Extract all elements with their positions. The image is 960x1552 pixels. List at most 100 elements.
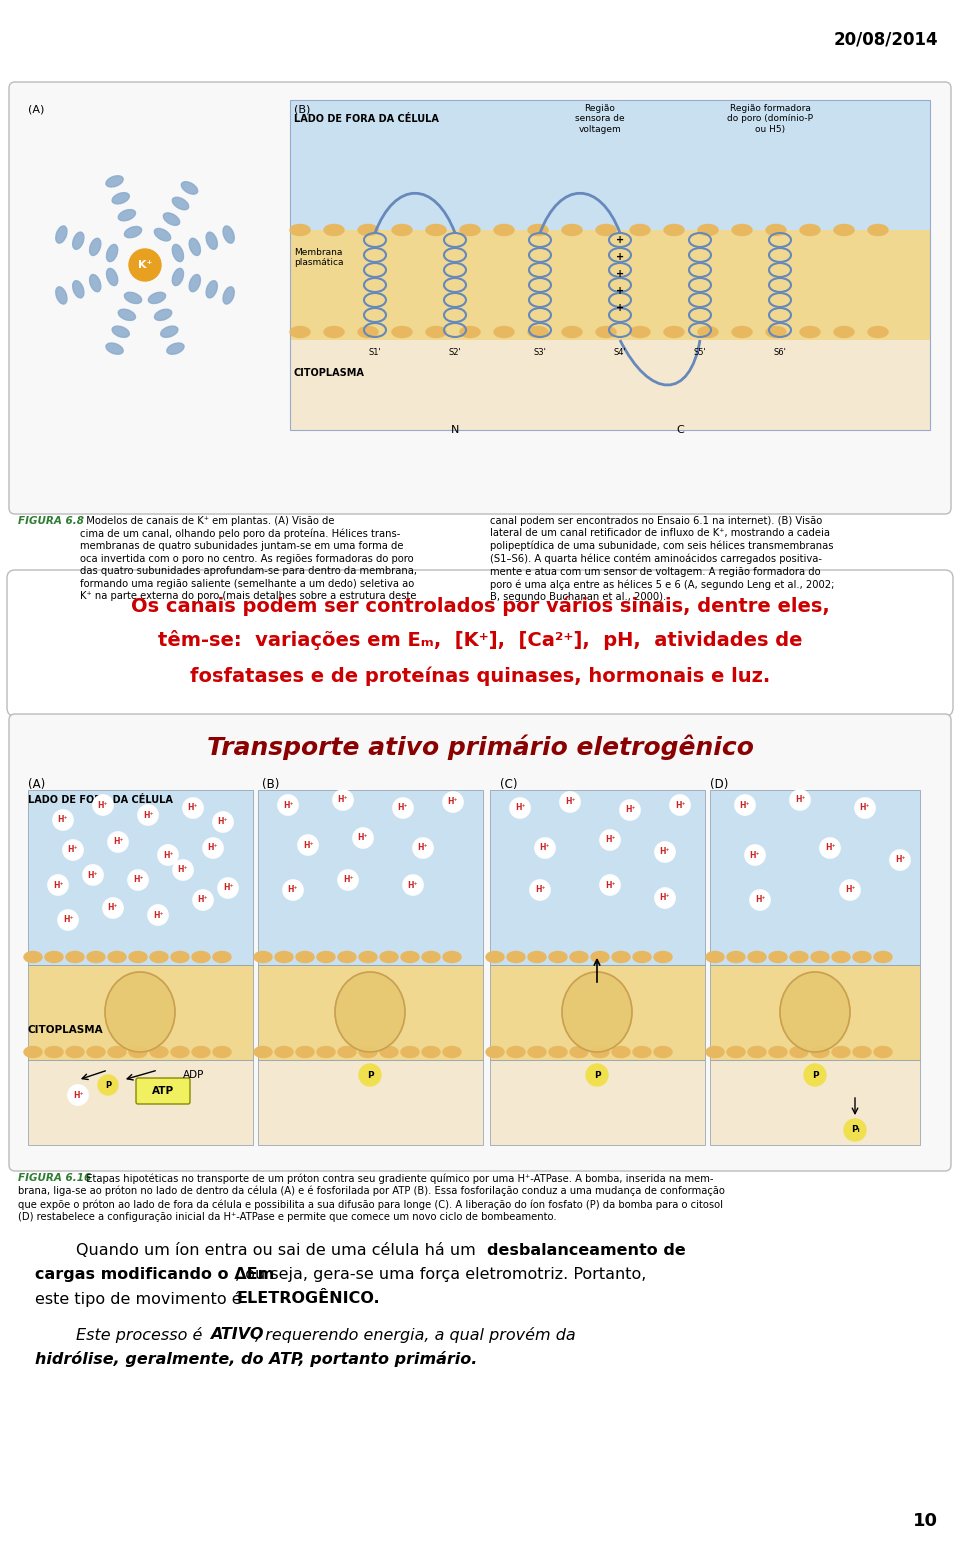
Ellipse shape: [149, 292, 165, 304]
Ellipse shape: [317, 951, 335, 962]
Circle shape: [359, 1065, 381, 1086]
Circle shape: [890, 850, 910, 871]
Ellipse shape: [66, 951, 84, 962]
Circle shape: [129, 248, 161, 281]
Text: H⁺: H⁺: [53, 880, 63, 889]
Ellipse shape: [507, 951, 525, 962]
Text: P: P: [367, 1071, 373, 1080]
Ellipse shape: [507, 1046, 525, 1057]
Circle shape: [193, 889, 213, 909]
Circle shape: [655, 843, 675, 861]
Circle shape: [535, 838, 555, 858]
Text: FIGURA 6.8: FIGURA 6.8: [18, 515, 84, 526]
Ellipse shape: [596, 326, 616, 337]
Text: +: +: [616, 234, 624, 245]
Ellipse shape: [612, 951, 630, 962]
Circle shape: [333, 790, 353, 810]
Text: que expõe o próton ao lado de fora da célula e possibilita a sua difusão para lo: que expõe o próton ao lado de fora da cé…: [18, 1200, 723, 1209]
Text: S6': S6': [774, 348, 786, 357]
Ellipse shape: [630, 225, 650, 236]
Text: K⁺: K⁺: [138, 261, 153, 270]
Circle shape: [58, 909, 78, 930]
Text: 10: 10: [913, 1512, 938, 1530]
Ellipse shape: [596, 225, 616, 236]
Text: Modelos de canais de K⁺ em plantas. (A) Visão de
cima de um canal, olhando pelo : Modelos de canais de K⁺ em plantas. (A) …: [80, 515, 417, 601]
Text: H⁺: H⁺: [163, 850, 173, 860]
Ellipse shape: [874, 1046, 892, 1057]
Ellipse shape: [89, 275, 101, 292]
Text: H⁺: H⁺: [740, 801, 751, 810]
Circle shape: [183, 798, 203, 818]
Ellipse shape: [189, 239, 201, 256]
Ellipse shape: [698, 225, 718, 236]
Text: H⁺: H⁺: [845, 886, 855, 894]
Text: (C): (C): [500, 778, 517, 792]
Text: +: +: [616, 303, 624, 314]
Text: S4': S4': [613, 348, 626, 357]
Text: , requerendo energia, a qual provém da: , requerendo energia, a qual provém da: [255, 1327, 576, 1342]
Ellipse shape: [422, 1046, 440, 1057]
Text: P: P: [812, 1071, 818, 1080]
Ellipse shape: [769, 951, 787, 962]
Text: H⁺: H⁺: [447, 798, 458, 807]
Ellipse shape: [591, 1046, 609, 1057]
Ellipse shape: [380, 1046, 398, 1057]
Ellipse shape: [106, 175, 123, 186]
Ellipse shape: [317, 1046, 335, 1057]
Ellipse shape: [118, 210, 135, 220]
Ellipse shape: [206, 233, 217, 250]
Ellipse shape: [664, 326, 684, 337]
Ellipse shape: [358, 326, 378, 337]
Text: hidrólise, geralmente, do ATP, portanto primário.: hidrólise, geralmente, do ATP, portanto …: [35, 1350, 477, 1367]
Text: H⁺: H⁺: [605, 880, 615, 889]
Text: H⁺: H⁺: [397, 804, 408, 813]
Ellipse shape: [129, 1046, 147, 1057]
Ellipse shape: [834, 326, 854, 337]
Circle shape: [218, 878, 238, 899]
Ellipse shape: [125, 227, 142, 237]
Ellipse shape: [832, 951, 850, 962]
Text: Pᵢ: Pᵢ: [851, 1125, 859, 1135]
Ellipse shape: [223, 287, 234, 304]
Bar: [290, 99, 930, 230]
Ellipse shape: [460, 326, 480, 337]
Text: H⁺: H⁺: [795, 796, 805, 804]
Circle shape: [840, 880, 860, 900]
Ellipse shape: [324, 225, 344, 236]
Bar: [710, 790, 920, 965]
Bar: [28, 790, 253, 965]
Ellipse shape: [562, 225, 582, 236]
Ellipse shape: [108, 1046, 126, 1057]
Ellipse shape: [189, 275, 201, 292]
Ellipse shape: [570, 951, 588, 962]
Ellipse shape: [706, 951, 724, 962]
Ellipse shape: [766, 225, 786, 236]
Ellipse shape: [171, 951, 189, 962]
Text: LADO DE FORA DA CÉLULA: LADO DE FORA DA CÉLULA: [294, 113, 439, 124]
Circle shape: [735, 795, 755, 815]
Ellipse shape: [562, 972, 632, 1052]
Ellipse shape: [698, 326, 718, 337]
Ellipse shape: [392, 326, 412, 337]
Ellipse shape: [56, 287, 67, 304]
Ellipse shape: [868, 326, 888, 337]
Ellipse shape: [73, 233, 84, 250]
Text: H⁺: H⁺: [660, 894, 670, 903]
Text: fosfatases e de proteínas quinases, hormonais e luz.: fosfatases e de proteínas quinases, horm…: [190, 666, 770, 686]
Circle shape: [655, 888, 675, 908]
Circle shape: [353, 829, 373, 847]
Ellipse shape: [192, 951, 210, 962]
Text: S5': S5': [694, 348, 707, 357]
Circle shape: [443, 792, 463, 812]
Text: desbalanceamento de: desbalanceamento de: [487, 1243, 685, 1259]
Bar: [490, 1060, 705, 1145]
Ellipse shape: [107, 244, 118, 262]
Text: H⁺: H⁺: [288, 886, 299, 894]
Ellipse shape: [426, 225, 446, 236]
Circle shape: [670, 795, 690, 815]
Ellipse shape: [422, 951, 440, 962]
Ellipse shape: [748, 951, 766, 962]
Ellipse shape: [664, 225, 684, 236]
Circle shape: [213, 812, 233, 832]
Text: P: P: [593, 1071, 600, 1080]
